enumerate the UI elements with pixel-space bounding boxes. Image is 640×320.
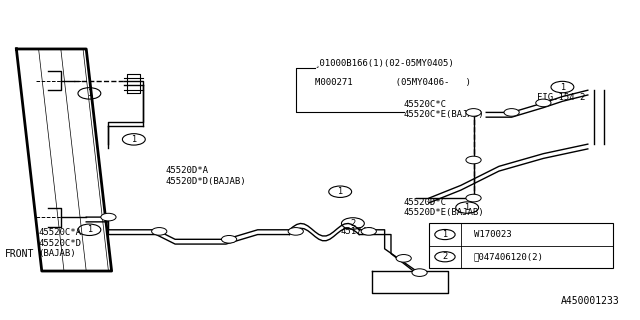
Text: 1: 1: [337, 187, 343, 196]
Text: M000271        (05MY0406-   ): M000271 (05MY0406- ): [315, 77, 470, 86]
Circle shape: [396, 254, 412, 262]
Text: 2: 2: [442, 252, 447, 261]
Circle shape: [466, 108, 481, 116]
Circle shape: [504, 108, 519, 116]
Circle shape: [361, 228, 376, 235]
Text: 45520C*A
45520C*D
(BAJAB): 45520C*A 45520C*D (BAJAB): [38, 228, 81, 258]
Text: 45174E: 45174E: [340, 227, 372, 236]
Text: FRONT: FRONT: [5, 249, 34, 259]
Text: 1: 1: [87, 89, 92, 98]
Circle shape: [412, 269, 427, 276]
Circle shape: [152, 228, 167, 235]
Text: FIG.154-2: FIG.154-2: [537, 93, 586, 102]
FancyBboxPatch shape: [429, 223, 613, 268]
Text: 1: 1: [87, 225, 92, 234]
Text: 1: 1: [131, 135, 136, 144]
Circle shape: [221, 236, 237, 243]
Text: A450001233: A450001233: [561, 296, 620, 306]
Text: 1: 1: [560, 83, 565, 92]
Text: ¸01000B166(1)(02-05MY0405): ¸01000B166(1)(02-05MY0405): [315, 59, 454, 68]
Text: Ⓞ047406120(2): Ⓞ047406120(2): [474, 252, 543, 261]
Circle shape: [101, 213, 116, 221]
Text: 2: 2: [350, 219, 355, 228]
Text: 45520C*C
45520C*E(BAJAB): 45520C*C 45520C*E(BAJAB): [404, 100, 484, 119]
Text: 1: 1: [465, 203, 470, 212]
Circle shape: [288, 228, 303, 235]
Text: 45520D*A
45520D*D(BAJAB): 45520D*A 45520D*D(BAJAB): [166, 166, 246, 186]
Text: 1: 1: [442, 230, 447, 239]
Text: W170023: W170023: [474, 230, 511, 239]
Text: 45520D*C
45520D*E(BAJAB): 45520D*C 45520D*E(BAJAB): [404, 198, 484, 218]
Circle shape: [466, 194, 481, 202]
Circle shape: [536, 99, 551, 107]
Circle shape: [466, 156, 481, 164]
